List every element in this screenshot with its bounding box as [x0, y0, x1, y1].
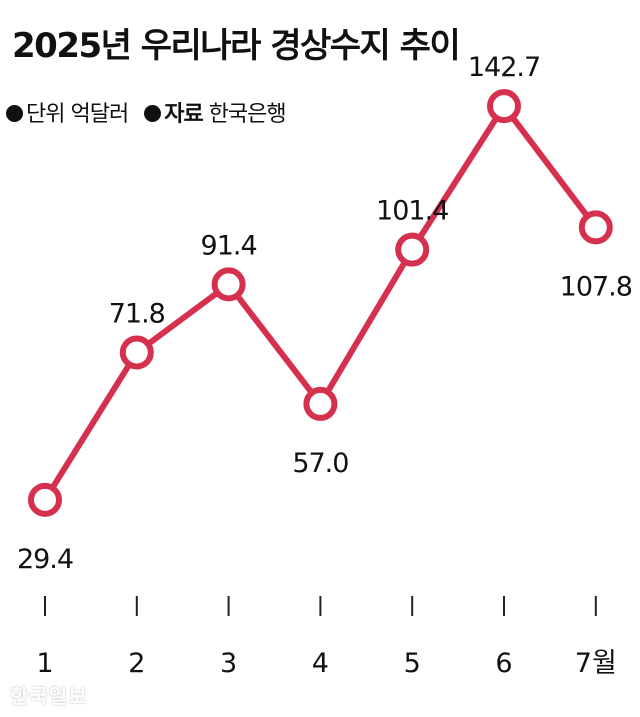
bullet-icon	[6, 104, 23, 122]
chart-title: 2025년 우리나라 경상수지 추이	[12, 26, 461, 66]
x-tick-label: 4	[312, 648, 329, 679]
data-point	[395, 232, 430, 267]
data-label: 142.7	[468, 52, 540, 83]
data-point	[303, 386, 338, 421]
data-label: 29.4	[17, 544, 73, 575]
x-tick-label: 5	[404, 648, 421, 679]
source-label: 자료	[164, 102, 203, 127]
watermark-logo: 한국일보	[10, 684, 88, 708]
data-point	[487, 89, 521, 124]
x-tick-label: 6	[495, 648, 512, 679]
data-label: 57.0	[292, 448, 348, 479]
chart-meta: 단위 억달러 자료 한국은행	[6, 96, 287, 128]
data-point	[578, 210, 613, 245]
data-label: 91.4	[201, 230, 257, 261]
data-point	[28, 482, 62, 517]
x-tick-label: 7월	[575, 648, 617, 679]
data-label: 107.8	[560, 271, 632, 302]
data-point	[211, 267, 246, 302]
x-tick-label: 1	[36, 648, 53, 679]
data-label: 71.8	[109, 298, 165, 329]
bullet-icon	[144, 104, 162, 122]
source-value: 한국은행	[208, 102, 287, 127]
data-label: 101.4	[376, 196, 448, 227]
x-tick-label: 3	[220, 648, 237, 679]
unit-label: 단위 억달러	[26, 102, 129, 127]
data-point	[119, 335, 154, 370]
x-tick-label: 2	[128, 648, 145, 679]
